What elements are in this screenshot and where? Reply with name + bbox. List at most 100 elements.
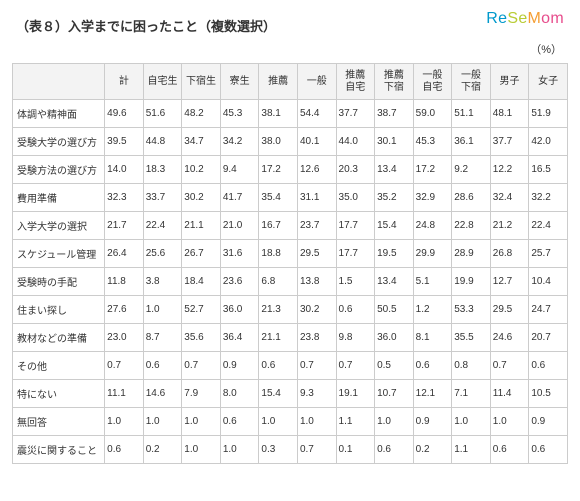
cell-value: 20.7 <box>529 324 568 352</box>
cell-value: 35.6 <box>182 324 221 352</box>
cell-value: 19.1 <box>336 380 375 408</box>
cell-value: 11.4 <box>490 380 529 408</box>
cell-value: 38.1 <box>259 100 298 128</box>
cell-value: 1.5 <box>336 268 375 296</box>
cell-value: 6.8 <box>259 268 298 296</box>
row-label: 特にない <box>13 380 105 408</box>
table-row: 特にない11.114.67.98.015.49.319.110.712.17.1… <box>13 380 568 408</box>
cell-value: 18.8 <box>259 240 298 268</box>
cell-value: 10.2 <box>182 156 221 184</box>
cell-value: 19.9 <box>452 268 491 296</box>
row-label: 入学大学の選択 <box>13 212 105 240</box>
table-row: 受験時の手配11.83.818.423.66.813.81.513.45.119… <box>13 268 568 296</box>
cell-value: 8.1 <box>413 324 452 352</box>
cell-value: 24.6 <box>490 324 529 352</box>
cell-value: 15.4 <box>259 380 298 408</box>
cell-value: 0.6 <box>413 352 452 380</box>
cell-value: 48.1 <box>490 100 529 128</box>
cell-value: 30.2 <box>297 296 336 324</box>
cell-value: 32.9 <box>413 184 452 212</box>
cell-value: 14.0 <box>105 156 144 184</box>
cell-value: 0.6 <box>375 436 414 464</box>
row-label: 費用準備 <box>13 184 105 212</box>
cell-value: 35.2 <box>375 184 414 212</box>
watermark-part-se: Se <box>507 10 527 27</box>
cell-value: 0.6 <box>105 436 144 464</box>
cell-value: 12.6 <box>297 156 336 184</box>
cell-value: 21.7 <box>105 212 144 240</box>
cell-value: 1.0 <box>375 408 414 436</box>
cell-value: 0.7 <box>336 352 375 380</box>
cell-value: 1.0 <box>105 408 144 436</box>
cell-value: 36.0 <box>220 296 259 324</box>
cell-value: 20.3 <box>336 156 375 184</box>
cell-value: 10.4 <box>529 268 568 296</box>
cell-value: 25.7 <box>529 240 568 268</box>
cell-value: 0.5 <box>375 352 414 380</box>
cell-value: 23.0 <box>105 324 144 352</box>
col-header: 一般 <box>297 64 336 100</box>
cell-value: 0.7 <box>297 352 336 380</box>
cell-value: 28.9 <box>452 240 491 268</box>
cell-value: 0.8 <box>452 352 491 380</box>
cell-value: 26.8 <box>490 240 529 268</box>
table-row: 体調や精神面49.651.648.245.338.154.437.738.759… <box>13 100 568 128</box>
cell-value: 0.1 <box>336 436 375 464</box>
cell-value: 7.9 <box>182 380 221 408</box>
row-label: 住まい探し <box>13 296 105 324</box>
cell-value: 9.3 <box>297 380 336 408</box>
cell-value: 29.5 <box>297 240 336 268</box>
cell-value: 0.6 <box>529 352 568 380</box>
data-table: 計自宅生下宿生寮生推薦一般推薦自宅推薦下宿一般自宅一般下宿男子女子 体調や精神面… <box>12 63 568 464</box>
cell-value: 24.7 <box>529 296 568 324</box>
col-header-rowlabel <box>13 64 105 100</box>
col-header: 推薦 <box>259 64 298 100</box>
cell-value: 45.3 <box>220 100 259 128</box>
col-header: 推薦下宿 <box>375 64 414 100</box>
cell-value: 48.2 <box>182 100 221 128</box>
cell-value: 18.3 <box>143 156 182 184</box>
cell-value: 37.7 <box>490 128 529 156</box>
unit-label: （%） <box>12 41 562 57</box>
table-body: 体調や精神面49.651.648.245.338.154.437.738.759… <box>13 100 568 464</box>
col-header: 下宿生 <box>182 64 221 100</box>
cell-value: 35.0 <box>336 184 375 212</box>
cell-value: 37.7 <box>336 100 375 128</box>
cell-value: 34.2 <box>220 128 259 156</box>
col-header: 計 <box>105 64 144 100</box>
row-label: スケジュール管理 <box>13 240 105 268</box>
cell-value: 1.0 <box>452 408 491 436</box>
cell-value: 34.7 <box>182 128 221 156</box>
cell-value: 7.1 <box>452 380 491 408</box>
cell-value: 29.5 <box>490 296 529 324</box>
cell-value: 22.4 <box>143 212 182 240</box>
cell-value: 1.2 <box>413 296 452 324</box>
row-label: 震災に関すること <box>13 436 105 464</box>
col-header: 推薦自宅 <box>336 64 375 100</box>
row-label: その他 <box>13 352 105 380</box>
cell-value: 0.6 <box>143 352 182 380</box>
cell-value: 51.6 <box>143 100 182 128</box>
cell-value: 0.9 <box>413 408 452 436</box>
cell-value: 32.4 <box>490 184 529 212</box>
row-label: 受験方法の選び方 <box>13 156 105 184</box>
cell-value: 12.7 <box>490 268 529 296</box>
table-title: （表８）入学までに困ったこと（複数選択） <box>16 16 568 35</box>
cell-value: 10.5 <box>529 380 568 408</box>
cell-value: 27.6 <box>105 296 144 324</box>
cell-value: 1.0 <box>220 436 259 464</box>
cell-value: 8.7 <box>143 324 182 352</box>
table-row: その他0.70.60.70.90.60.70.70.50.60.80.70.6 <box>13 352 568 380</box>
cell-value: 21.1 <box>182 212 221 240</box>
cell-value: 0.2 <box>413 436 452 464</box>
cell-value: 30.2 <box>182 184 221 212</box>
cell-value: 0.7 <box>490 352 529 380</box>
cell-value: 11.1 <box>105 380 144 408</box>
row-label: 無回答 <box>13 408 105 436</box>
cell-value: 31.1 <box>297 184 336 212</box>
cell-value: 54.4 <box>297 100 336 128</box>
cell-value: 50.5 <box>375 296 414 324</box>
col-header: 男子 <box>490 64 529 100</box>
cell-value: 17.7 <box>336 240 375 268</box>
cell-value: 22.8 <box>452 212 491 240</box>
